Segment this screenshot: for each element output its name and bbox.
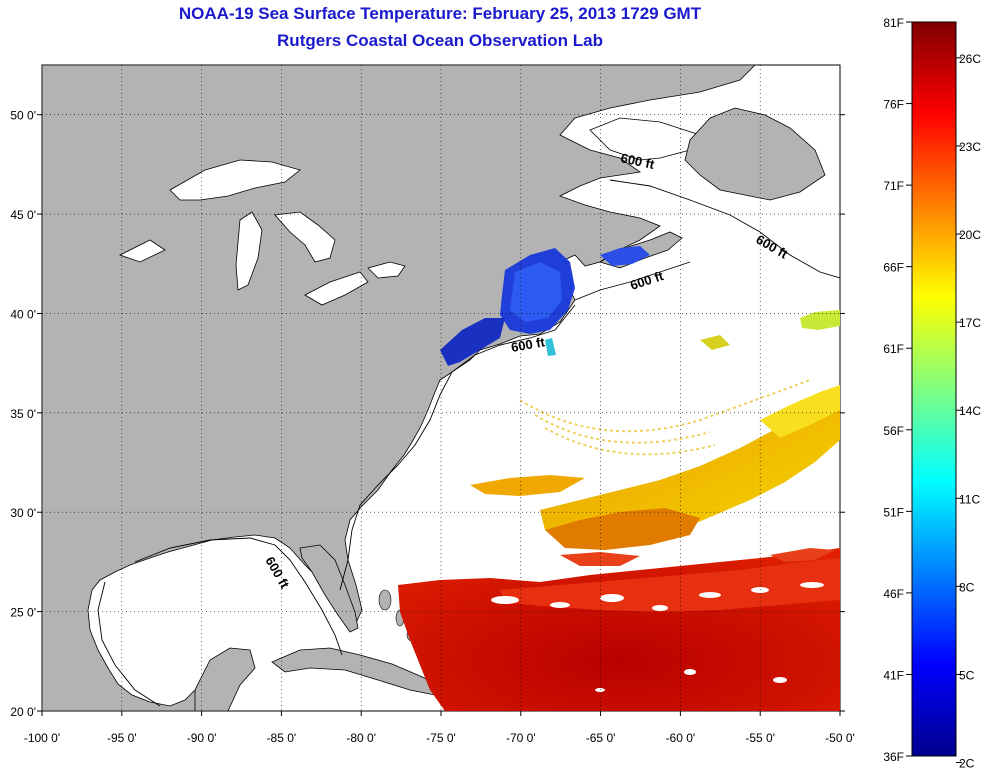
lon-tick-label: -80 0' — [346, 731, 376, 745]
lon-tick-label: -85 0' — [267, 731, 297, 745]
lat-tick-label: 25 0' — [10, 606, 36, 620]
lon-tick-label: -50 0' — [825, 731, 855, 745]
lon-tick-label: -55 0' — [745, 731, 775, 745]
land-yucatan — [194, 647, 256, 711]
contour-label: 600 ft — [619, 150, 656, 172]
contour-label: 600 ft — [510, 334, 547, 355]
longitude-ticks: -100 0' -95 0' -90 0' -85 0' -80 0' -75 0' -70… — [24, 711, 855, 745]
colorbar-celsius-labels: 26C 23C 20C 17C 14C 11C 8C 5C 2C — [956, 52, 981, 770]
colorbar-c-label: 5C — [959, 668, 975, 682]
colorbar-f-label: 46F — [883, 587, 904, 601]
lat-tick-label: 45 0' — [10, 208, 36, 222]
sst-cold-shelf — [440, 246, 650, 366]
land-florida — [299, 544, 359, 633]
colorbar-c-label: 2C — [959, 757, 975, 770]
lat-tick-label: 20 0' — [10, 705, 36, 719]
lon-tick-label: -100 0' — [24, 731, 60, 745]
lat-tick-label: 50 0' — [10, 109, 36, 123]
colorbar-f-label: 36F — [883, 750, 904, 764]
sst-tropical — [398, 548, 840, 711]
colorbar-f-label: 71F — [883, 179, 904, 193]
colorbar-f-label: 51F — [883, 505, 904, 519]
colorbar-c-label: 26C — [959, 52, 981, 66]
colorbar-f-label: 61F — [883, 342, 904, 356]
colorbar-fahrenheit-labels: 81F 76F 71F 66F 61F 56F 51F 46F 41F 36F — [883, 16, 912, 764]
map-subtitle: Rutgers Coastal Ocean Observation Lab — [277, 31, 603, 50]
lon-tick-label: -90 0' — [187, 731, 217, 745]
lon-tick-label: -60 0' — [666, 731, 696, 745]
colorbar-c-label: 8C — [959, 580, 975, 594]
lat-lon-grid — [42, 65, 840, 711]
lon-tick-label: -75 0' — [426, 731, 456, 745]
lon-tick-label: -95 0' — [107, 731, 137, 745]
lon-tick-label: -70 0' — [506, 731, 536, 745]
land-north-america — [42, 65, 756, 711]
latitude-ticks: 20 0' 25 0' 30 0' 35 0' 40 0' 45 0' 50 0' — [10, 109, 845, 719]
colorbar-c-label: 20C — [959, 228, 981, 242]
lat-tick-label: 30 0' — [10, 506, 36, 520]
colorbar-f-label: 81F — [883, 16, 904, 30]
map-title: NOAA-19 Sea Surface Temperature: Februar… — [178, 4, 702, 23]
sst-warm-band — [470, 310, 840, 550]
colorbar-c-label: 23C — [959, 140, 981, 154]
colorbar-c-label: 17C — [959, 316, 981, 330]
land-newfoundland — [684, 107, 826, 201]
lat-tick-label: 35 0' — [10, 407, 36, 421]
colorbar-c-label: 14C — [959, 404, 981, 418]
colorbar-f-label: 66F — [883, 261, 904, 275]
colorbar-c-label: 11C — [959, 492, 980, 506]
contour-600ft — [97, 179, 840, 707]
colorbar-f-label: 41F — [883, 668, 904, 682]
lon-tick-label: -65 0' — [586, 731, 616, 745]
sst-arc-streaks — [519, 379, 811, 456]
colorbar — [911, 21, 957, 757]
colorbar-f-label: 76F — [883, 98, 904, 112]
great-lakes — [118, 159, 406, 306]
lat-tick-label: 40 0' — [10, 307, 36, 321]
colorbar-f-label: 56F — [883, 424, 904, 438]
